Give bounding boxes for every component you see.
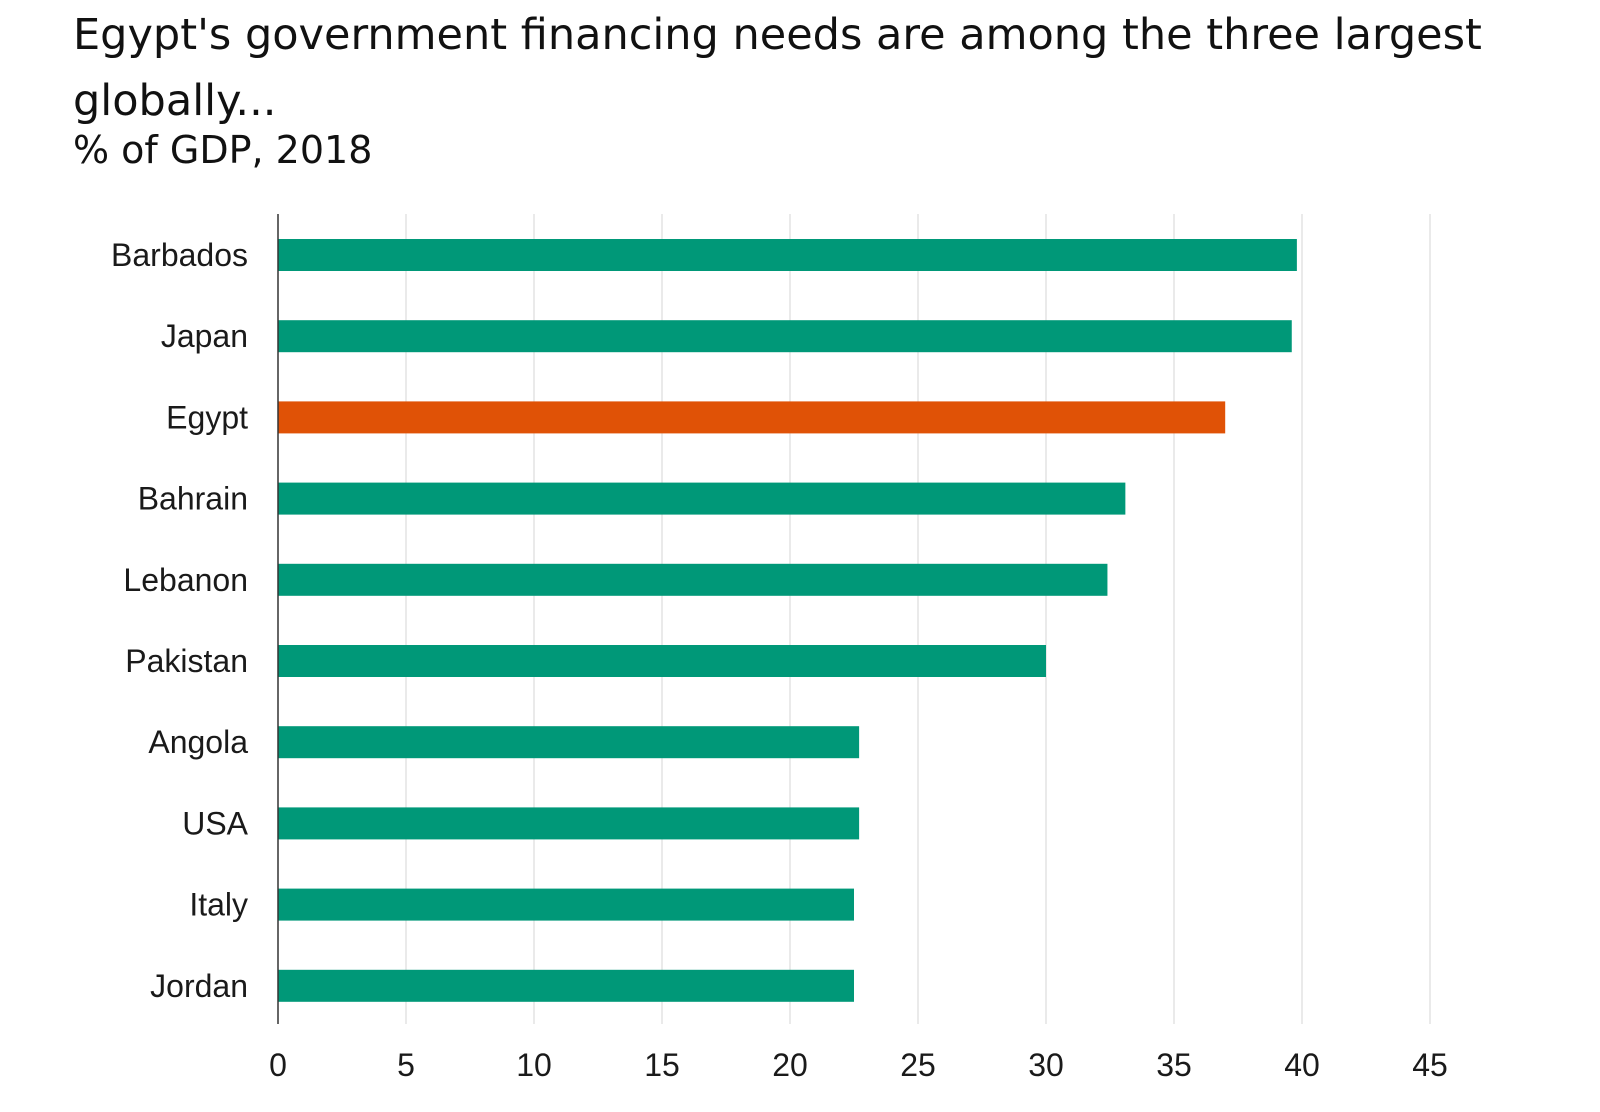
bar-angola	[278, 726, 860, 759]
category-label: Barbados	[111, 237, 248, 273]
bar-pakistan	[278, 645, 1046, 677]
x-tick-label: 30	[1028, 1047, 1064, 1083]
bar-japan	[278, 320, 1292, 353]
category-label: USA	[182, 805, 248, 841]
category-label: Japan	[161, 318, 248, 354]
x-tick-label: 15	[644, 1047, 680, 1083]
x-tick-label: 0	[269, 1047, 287, 1083]
bar-egypt	[278, 401, 1226, 434]
x-tick-label: 5	[397, 1047, 415, 1083]
category-label: Lebanon	[123, 562, 248, 598]
bar-bahrain	[278, 482, 1126, 515]
chart-title: Egypt's government financing needs are a…	[73, 10, 1482, 126]
bars	[278, 239, 1297, 1002]
x-tick-label: 25	[900, 1047, 936, 1083]
x-axis-ticks: 0 5 10 15 20 25 30 35 40 45	[269, 1047, 1448, 1083]
category-label: Angola	[148, 724, 248, 760]
bar-jordan	[278, 969, 854, 1002]
category-labels: Barbados Japan Egypt Bahrain Lebanon Pakistan…	[111, 237, 249, 1004]
bar-barbados	[278, 239, 1297, 271]
category-label: Egypt	[166, 399, 248, 435]
category-label: Bahrain	[138, 481, 248, 517]
bar-lebanon	[278, 563, 1108, 596]
x-tick-label: 10	[516, 1047, 552, 1083]
chart-subtitle: % of GDP, 2018	[73, 128, 373, 172]
category-label: Jordan	[150, 968, 248, 1004]
bar-usa	[278, 807, 860, 840]
category-label: Pakistan	[125, 643, 248, 679]
bar-italy	[278, 888, 854, 921]
x-tick-label: 35	[1156, 1047, 1192, 1083]
x-tick-label: 40	[1284, 1047, 1320, 1083]
category-label: Italy	[189, 887, 248, 923]
x-tick-label: 20	[772, 1047, 808, 1083]
x-tick-label: 45	[1412, 1047, 1448, 1083]
